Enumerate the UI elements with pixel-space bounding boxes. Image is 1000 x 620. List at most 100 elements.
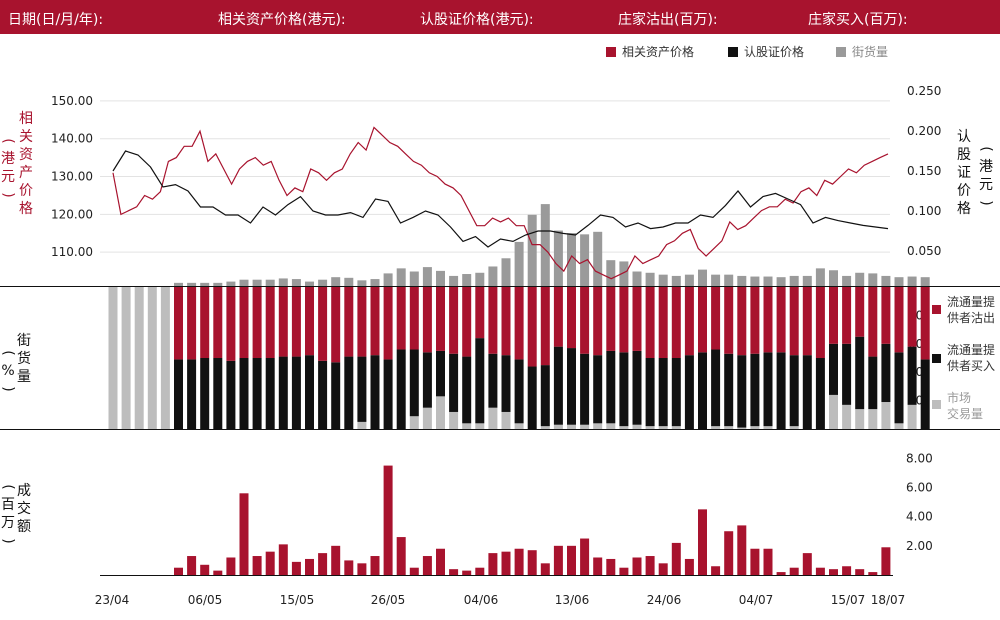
mm-buy-bar: [829, 343, 838, 395]
street-volume-bar: [567, 233, 576, 286]
left-tick-label: 110.00: [51, 245, 93, 259]
mm-buy-bar: [920, 359, 930, 429]
mm-sell-bar: [200, 287, 210, 358]
turnover-bar: [252, 556, 262, 575]
street-volume-bar: [802, 275, 812, 286]
legend-sell[interactable]: 流通量提 供者沽出: [947, 295, 996, 325]
mm-buy-bar: [658, 358, 668, 427]
legend-market[interactable]: 市场 交易量: [947, 391, 984, 421]
market-volume-bar: [567, 424, 576, 429]
mm-sell-bar: [396, 287, 406, 350]
mm-sell-bar: [920, 287, 930, 360]
street-volume-bar: [763, 276, 773, 286]
mm-sell-bar: [789, 287, 799, 356]
market-volume-bar: [907, 404, 917, 429]
mm-buy-bar: [187, 359, 197, 429]
market-volume-bar: [553, 424, 563, 429]
street-volume-bar: [855, 272, 865, 286]
mm-sell-bar: [226, 287, 236, 361]
legend-street-swatch: [836, 47, 846, 57]
mm-sell-bar: [619, 287, 629, 353]
street-volume-bar: [305, 281, 314, 286]
turnover-bar: [422, 556, 432, 575]
x-tick-label: 24/06: [647, 593, 682, 607]
mm-buy-bar: [763, 352, 773, 427]
warrant-axis-unit: ( 港元 ): [978, 146, 994, 206]
mm-buy-bar: [436, 350, 445, 397]
mm-buy-bar: [488, 353, 498, 408]
mm-sell-bar: [305, 287, 314, 356]
market-volume-bar: [842, 404, 852, 429]
asset-axis-unit: ( 港元 ): [0, 138, 16, 198]
street-volume-bar: [645, 272, 655, 286]
turnover-tick-label: 2.00: [906, 539, 933, 553]
x-tick-label: 04/06: [464, 593, 499, 607]
turnover-bar: [213, 570, 223, 575]
turnover-axis-unit: ( 百万 ): [0, 484, 16, 544]
turnover-bar: [383, 465, 393, 575]
date-label: 日期(日/月/年):: [8, 12, 104, 28]
mm-buy-bar: [632, 350, 642, 425]
mm-sell-bar: [488, 287, 498, 354]
street-volume-bar: [829, 270, 838, 286]
market-volume-bar: [134, 287, 144, 429]
mm-buy-bar: [370, 355, 380, 429]
street-volume-bar: [239, 279, 249, 286]
market-volume-bar: [449, 411, 459, 429]
mm-sell-bar: [239, 287, 249, 358]
street-volume-bar: [593, 231, 603, 286]
mm-buy-bar: [213, 358, 223, 429]
turnover-bar: [724, 531, 734, 575]
mm-sell-bar: [449, 287, 459, 354]
mm-buy-bar: [789, 355, 799, 427]
mm-buy-bar: [842, 343, 852, 405]
mm-buy-bar: [422, 352, 432, 408]
street-volume-bar: [265, 279, 275, 286]
mm-sell-bar: [318, 287, 328, 361]
mm-sell-bar: [868, 287, 878, 357]
mm-sell-bar: [357, 287, 367, 357]
mm-sell-label: 庄家沽出(百万):: [618, 12, 718, 28]
turnover-bar: [776, 572, 786, 575]
street-volume-bar: [200, 282, 210, 286]
legend-asset[interactable]: 相关资产价格: [606, 43, 694, 60]
market-volume-bar: [593, 423, 603, 429]
street-volume-bar: [711, 274, 721, 286]
turnover-bar: [737, 525, 747, 575]
legend-street[interactable]: 街货量: [836, 43, 888, 60]
street-volume-bar: [396, 268, 406, 286]
mm-sell-bar: [842, 287, 852, 344]
mm-sell-bar: [514, 287, 524, 360]
legend-buy[interactable]: 流通量提 供者买入: [947, 343, 996, 373]
street-volume-bar: [462, 274, 472, 286]
legend-warrant[interactable]: 认股证价格: [728, 43, 804, 60]
mm-buy-bar: [868, 356, 878, 410]
turnover-bar: [475, 567, 485, 575]
market-volume-bar: [750, 426, 760, 429]
street-volume-bar: [684, 274, 694, 286]
mm-sell-bar: [894, 287, 904, 353]
mm-sell-bar: [855, 287, 865, 337]
mm-buy-bar: [567, 348, 576, 425]
mm-buy-bar: [855, 336, 865, 410]
mm-sell-bar: [632, 287, 642, 351]
turnover-bar: [540, 563, 550, 575]
mm-sell-bar: [763, 287, 773, 353]
market-volume-bar: [121, 287, 131, 429]
market-volume-bar: [540, 426, 550, 429]
market-volume-bar: [881, 402, 891, 429]
mm-buy-bar: [462, 356, 472, 424]
mm-buy-bar: [527, 366, 537, 429]
mm-sell-bar: [527, 287, 537, 367]
mm-sell-bar: [475, 287, 485, 339]
mm-sell-bar: [187, 287, 197, 360]
street-volume-bar: [580, 234, 590, 286]
market-volume-bar: [868, 409, 878, 429]
market-volume-bar: [619, 426, 629, 429]
turnover-bar: [291, 561, 301, 575]
street-volume-bar: [475, 272, 485, 286]
legend-asset-swatch: [606, 47, 616, 57]
street-volume-bar: [527, 214, 537, 286]
market-volume-bar: [894, 423, 904, 429]
turnover-bar: [501, 551, 511, 575]
